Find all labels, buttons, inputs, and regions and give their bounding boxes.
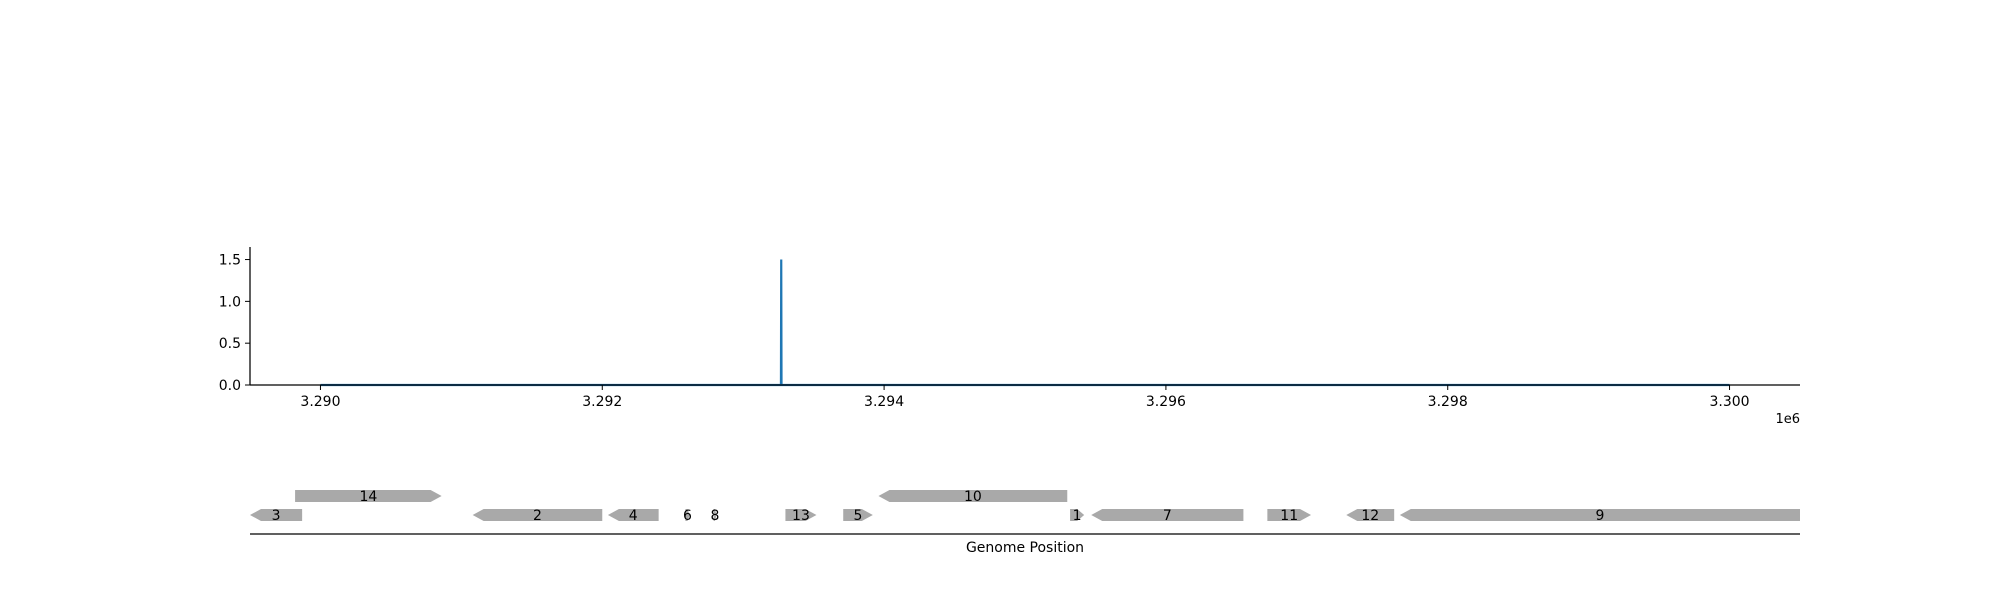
gene-6: 6 (683, 508, 692, 524)
gene-13: 13 (785, 508, 817, 524)
y-tick: 1.5 (219, 253, 250, 269)
y-tick: 0.5 (219, 336, 250, 352)
gene-10: 10 (878, 489, 1068, 505)
y-tick-label: 1.0 (219, 294, 241, 310)
gene-3: 3 (250, 508, 303, 524)
gene-arrow (250, 509, 303, 521)
gene-arrow (295, 490, 442, 502)
gene-arrow (472, 509, 603, 521)
x-tick-label: 3.290 (300, 394, 340, 410)
gene-arrow (1346, 509, 1395, 521)
gene-arrow (1399, 509, 1800, 521)
gene-arrow (1091, 509, 1244, 521)
gene-label: 3 (272, 508, 281, 524)
gene-label: 12 (1361, 508, 1379, 524)
gene-7: 7 (1091, 508, 1244, 524)
x-tick-label: 3.298 (1428, 394, 1468, 410)
x-tick-label: 3.292 (582, 394, 622, 410)
gene-label: 2 (533, 508, 542, 524)
gene-2: 2 (472, 508, 603, 524)
gene-arrow (878, 490, 1068, 502)
gene-label: 11 (1280, 508, 1298, 524)
x-tick: 3.300 (1709, 385, 1750, 410)
coverage-line (320, 259, 1730, 387)
x-tick-label: 3.300 (1709, 394, 1749, 410)
gene-label: 1 (1073, 508, 1082, 524)
gene-arrow (607, 509, 659, 521)
y-axis-ticks: 0.0 0.5 1.0 1.5 (219, 253, 250, 394)
x-tick: 3.290 (300, 385, 341, 410)
gene-12: 12 (1346, 508, 1395, 524)
gene-label: 6 (683, 508, 692, 524)
coverage-plot: 0.00.51.01.5 3.290 3.292 3.294 3.296 3.298 3.… (219, 247, 1800, 427)
x-tick-label: 3.296 (1146, 394, 1186, 410)
y-tick-label: 0.5 (219, 336, 241, 352)
gene-arrow (785, 509, 817, 521)
gene-label: 10 (964, 489, 982, 505)
gene-label: 4 (629, 508, 638, 524)
gene-5: 5 (843, 508, 873, 524)
gene-track-xlabel: Genome Position (966, 540, 1084, 556)
gene-arrow (843, 509, 873, 521)
gene-label: 13 (792, 508, 810, 524)
gene-track: 3 14 2 4 6 8 13 5 10 1 7 11 12 9 Genome Position (250, 489, 1800, 556)
gene-11: 11 (1267, 508, 1312, 524)
x-axis-ticks: 3.290 3.292 3.294 3.296 3.298 3.300 (300, 385, 1750, 410)
x-tick-label: 3.294 (864, 394, 904, 410)
gene-label: 9 (1595, 508, 1604, 524)
gene-label: 7 (1163, 508, 1172, 524)
x-tick: 3.296 (1146, 385, 1186, 410)
gene-14: 14 (295, 489, 442, 505)
gene-9: 9 (1399, 508, 1800, 524)
y-tick-label: 0.0 (219, 378, 241, 394)
gene-arrow (1070, 509, 1085, 521)
coverage-series (320, 259, 1730, 387)
gene-label: 14 (359, 489, 377, 505)
x-tick: 3.294 (864, 385, 904, 410)
gene-label: 8 (711, 508, 720, 524)
y-tick: 0.0 (219, 378, 250, 394)
gene-4: 4 (607, 508, 659, 524)
x-axis-offset-label: 1e6 (1775, 412, 1800, 427)
gene-label: 5 (854, 508, 863, 524)
gene-8: 8 (711, 508, 720, 524)
x-tick: 3.298 (1428, 385, 1468, 410)
gene-arrow (685, 509, 690, 521)
x-tick: 3.292 (582, 385, 622, 410)
gene-arrows: 3 14 2 4 6 8 13 5 10 1 7 11 12 9 (250, 489, 1800, 524)
gene-arrow (713, 509, 717, 521)
y-tick: 1.0 (219, 294, 250, 310)
gene-arrow (1267, 509, 1312, 521)
y-tick-label: 1.5 (219, 253, 241, 269)
gene-1: 1 (1070, 508, 1085, 524)
